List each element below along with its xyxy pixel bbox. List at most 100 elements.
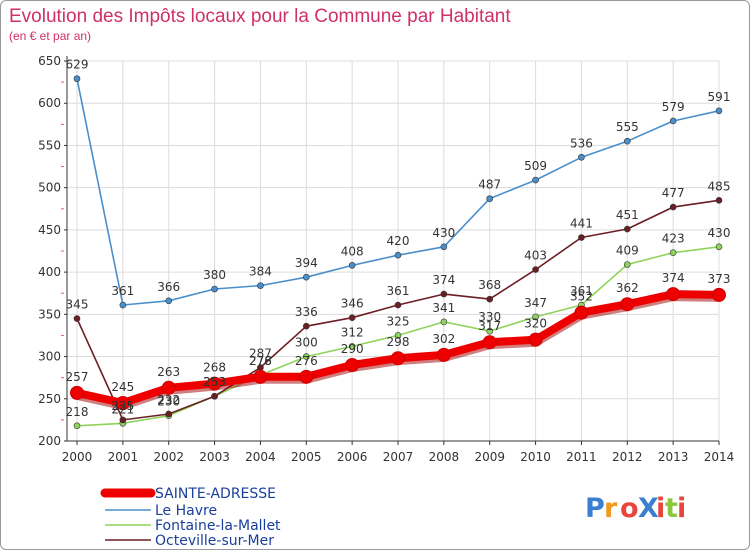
data-label: 257 (66, 370, 89, 384)
data-point (211, 392, 218, 400)
y-tick-label: 650 (38, 54, 61, 68)
x-tick-label: 2006 (337, 450, 368, 464)
y-tick-label: 350 (38, 307, 61, 321)
data-label: 366 (157, 280, 180, 294)
x-tick-label: 2013 (658, 450, 689, 464)
data-point (578, 153, 585, 161)
data-point (482, 335, 497, 350)
data-label: 225 (111, 399, 134, 413)
x-tick-label: 2003 (199, 450, 230, 464)
data-point (348, 314, 356, 322)
data-point (715, 243, 723, 251)
data-label: 218 (66, 405, 89, 419)
y-tick-label: 500 (38, 181, 61, 195)
data-label: 555 (616, 120, 639, 134)
data-label: 298 (387, 335, 410, 349)
data-label: 384 (249, 265, 272, 279)
data-label: 430 (708, 226, 731, 240)
data-point (161, 380, 176, 395)
data-point (302, 322, 310, 330)
data-label: 487 (478, 178, 501, 192)
legend-label: Fontaine-la-Mallet (155, 518, 281, 534)
data-point (623, 261, 631, 268)
x-tick-label: 2007 (383, 450, 414, 464)
data-label: 420 (387, 234, 410, 248)
logo-letter: r (604, 493, 618, 524)
data-point (532, 313, 539, 321)
data-point (623, 137, 631, 145)
data-label: 629 (66, 58, 89, 72)
data-point (486, 195, 494, 202)
data-point (669, 249, 677, 256)
data-label: 485 (708, 179, 731, 193)
data-point (119, 301, 127, 309)
data-point (394, 301, 402, 309)
chart-title: Evolution des Impôts locaux pour la Comm… (9, 6, 511, 27)
data-label: 352 (570, 290, 593, 304)
x-tick-label: 2010 (520, 450, 551, 464)
y-tick-label: 400 (38, 265, 61, 279)
data-point (669, 117, 677, 125)
x-tick-label: 2012 (612, 450, 643, 464)
y-tick-label: 200 (38, 434, 61, 448)
data-labels: 257 245 263 268 276 276 290 298 302 317 320 352 362 3… (66, 58, 731, 419)
data-point (253, 369, 268, 384)
legend-label: Octeville-sur-Mer (155, 533, 274, 549)
data-point (299, 369, 314, 384)
x-axis: 2000 2001 2002 2003 2004 2005 2006 2007 2008 2009… (62, 440, 734, 464)
x-tick-label: 2008 (429, 450, 460, 464)
data-point (486, 327, 494, 335)
data-point (440, 318, 448, 326)
data-label: 423 (662, 232, 685, 246)
data-point (532, 176, 539, 184)
data-label: 441 (570, 216, 593, 230)
data-point (391, 351, 405, 366)
data-label: 477 (662, 186, 685, 200)
data-point (73, 422, 81, 430)
data-label: 409 (616, 244, 639, 258)
x-tick-label: 2000 (62, 450, 93, 464)
data-label: 278 (249, 354, 272, 368)
grid-lines (67, 60, 720, 442)
data-point (165, 297, 173, 305)
x-tick-label: 2005 (291, 450, 322, 464)
data-point (486, 295, 494, 303)
data-label: 408 (341, 244, 364, 258)
data-label: 374 (662, 271, 685, 285)
data-label: 230 (157, 395, 180, 409)
chart-subtitle: (en € et par an) (9, 29, 92, 43)
x-tick-label: 2009 (474, 450, 505, 464)
data-label: 579 (662, 100, 685, 114)
data-point (165, 410, 173, 418)
data-label: 345 (66, 298, 89, 312)
data-point (345, 358, 360, 372)
data-point (712, 287, 726, 302)
data-label: 302 (432, 332, 455, 346)
data-label: 591 (708, 90, 731, 104)
data-point (115, 396, 130, 410)
y-tick-label: 550 (38, 138, 61, 152)
data-label: 451 (616, 208, 639, 222)
legend-label: Le Havre (155, 503, 217, 519)
data-label: 276 (295, 354, 318, 368)
data-point (578, 234, 585, 241)
data-label: 368 (478, 278, 501, 292)
logo-letter: P (585, 493, 605, 524)
data-label: 394 (295, 256, 318, 270)
data-point (574, 305, 589, 320)
data-label: 263 (157, 365, 180, 379)
data-label: 336 (295, 305, 318, 319)
data-point (715, 107, 723, 115)
data-point (73, 75, 81, 83)
data-label: 373 (708, 272, 731, 286)
data-label: 221 (111, 402, 134, 416)
logo-letter: i (677, 493, 686, 524)
data-point (440, 290, 448, 298)
data-label: 330 (478, 310, 501, 324)
data-label: 253 (203, 375, 226, 389)
data-label: 536 (570, 136, 593, 150)
data-point (70, 385, 84, 400)
data-point (532, 266, 539, 273)
